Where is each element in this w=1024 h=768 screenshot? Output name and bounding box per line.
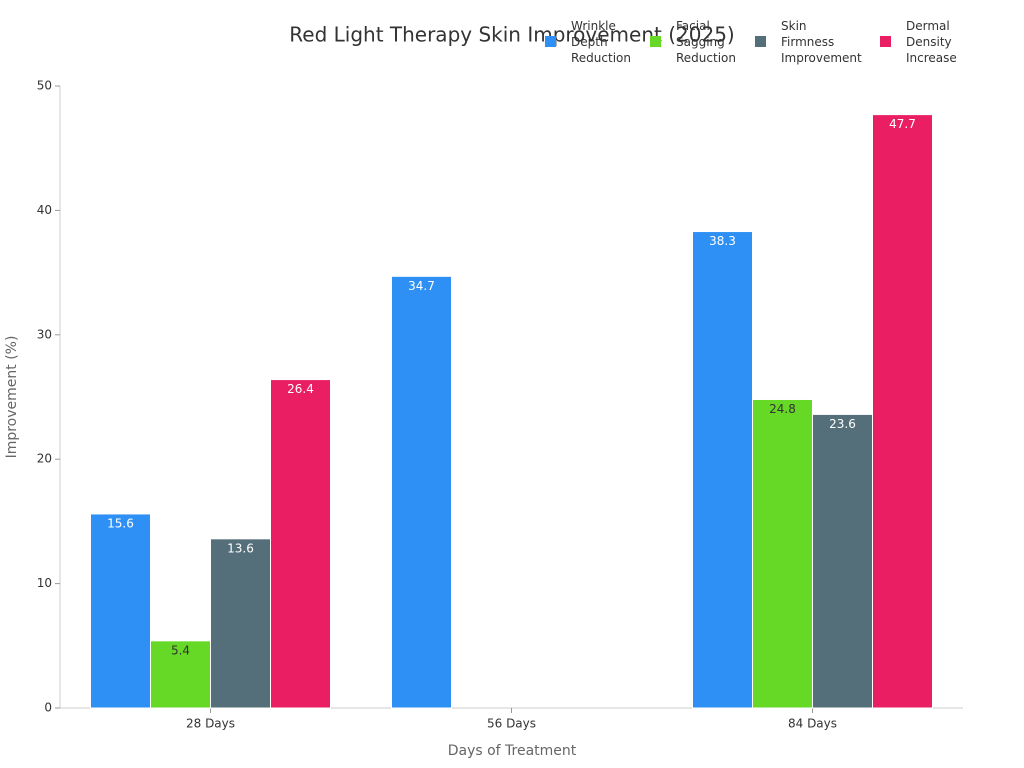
y-tick-label: 20	[37, 452, 52, 466]
value-label: 38.3	[709, 234, 736, 248]
x-axis-label: Days of Treatment	[448, 743, 577, 759]
y-tick-label: 40	[37, 203, 52, 217]
value-label: 47.7	[889, 117, 916, 131]
value-label: 15.6	[107, 516, 134, 530]
y-tick-label: 0	[44, 701, 52, 715]
legend-swatch	[755, 36, 766, 47]
bar	[752, 398, 813, 709]
legend: Wrinkle Depth Reduction Facial Sagging Re…	[545, 18, 985, 66]
legend-item: Facial Sagging Reduction	[650, 18, 755, 66]
y-tick-label: 50	[37, 79, 52, 93]
y-tick-label: 30	[37, 327, 52, 341]
value-label: 13.6	[227, 541, 254, 555]
value-label: 24.8	[769, 402, 796, 416]
legend-label: Dermal Density Increase	[906, 19, 957, 65]
x-tick-label: 56 Days	[487, 717, 536, 731]
bar	[391, 275, 452, 709]
bar	[150, 640, 211, 709]
legend-label: Skin Firmness Improvement	[781, 19, 862, 65]
bar	[872, 114, 933, 709]
legend-label: Wrinkle Depth Reduction	[571, 19, 631, 65]
legend-swatch	[880, 36, 891, 47]
value-label: 34.7	[408, 279, 435, 293]
value-label: 5.4	[171, 643, 190, 657]
value-label: 26.4	[287, 382, 314, 396]
bar	[90, 513, 151, 709]
legend-item: Skin Firmness Improvement	[755, 18, 862, 66]
legend-swatch	[545, 36, 556, 47]
x-tick-label: 84 Days	[788, 717, 837, 731]
bar	[210, 538, 271, 709]
legend-item: Wrinkle Depth Reduction	[545, 18, 650, 66]
legend-label: Facial Sagging Reduction	[676, 19, 736, 65]
legend-swatch	[650, 36, 661, 47]
y-tick-label: 10	[37, 576, 52, 590]
y-axis-label: Improvement (%)	[4, 336, 20, 459]
bar	[692, 231, 753, 709]
legend-item: Dermal Density Increase	[880, 18, 985, 66]
bar	[812, 413, 873, 709]
value-label: 23.6	[829, 417, 856, 431]
x-tick-label: 28 Days	[186, 717, 235, 731]
bar	[270, 379, 331, 709]
